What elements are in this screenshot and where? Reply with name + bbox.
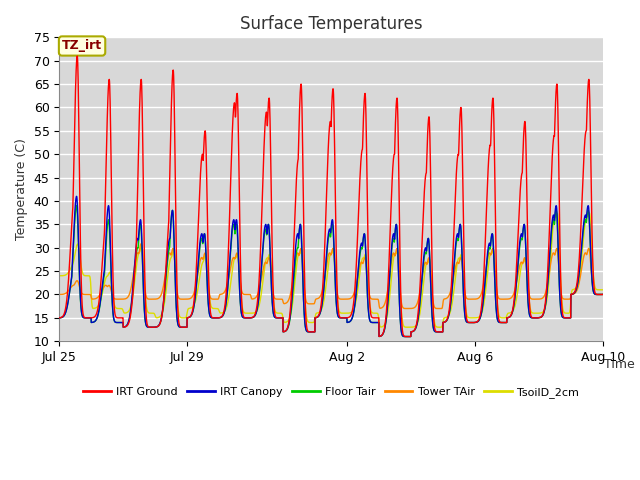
X-axis label: Time: Time bbox=[604, 358, 634, 371]
Title: Surface Temperatures: Surface Temperatures bbox=[240, 15, 422, 33]
Text: TZ_irt: TZ_irt bbox=[62, 39, 102, 52]
Legend: IRT Ground, IRT Canopy, Floor Tair, Tower TAir, TsoilD_2cm: IRT Ground, IRT Canopy, Floor Tair, Towe… bbox=[79, 383, 584, 403]
Y-axis label: Temperature (C): Temperature (C) bbox=[15, 138, 28, 240]
